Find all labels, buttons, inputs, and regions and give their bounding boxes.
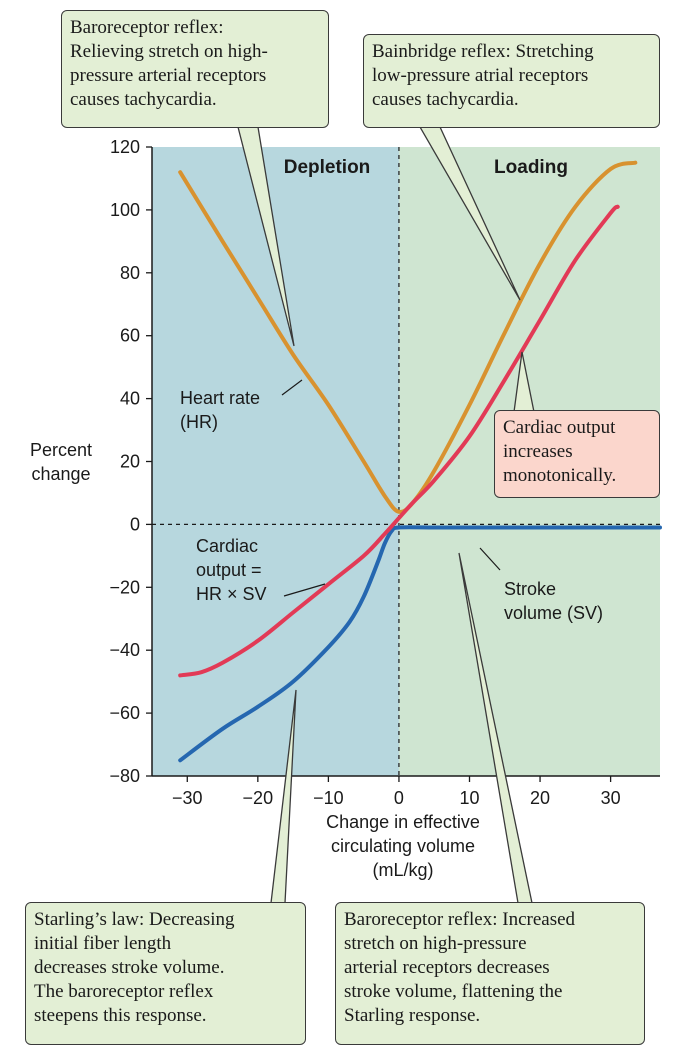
x-tick-label: −10 — [313, 788, 344, 808]
y-tick-label: 120 — [110, 137, 140, 157]
y-tick-label: −80 — [109, 766, 140, 786]
y-tick-label: 100 — [110, 200, 140, 220]
x-tick-label: 0 — [394, 788, 404, 808]
series-label-cardiac-output: Cardiac output = HR × SV — [196, 536, 267, 604]
axis-labels: Percent change Change in effective circulat… — [30, 379, 603, 880]
y-tick-label: −20 — [109, 577, 140, 597]
y-tick-label: 20 — [120, 452, 140, 472]
x-tick-label: 20 — [530, 788, 550, 808]
series-label-stroke-volume: Stroke volume (SV) — [504, 579, 603, 623]
axes: 120 100 80 60 40 20 0 −20 −40 −60 −80 −30 −20 −10 0 10 2… — [109, 137, 660, 808]
co-label-pointer — [283, 583, 326, 597]
annotation-starling: Starling’s law: Decreasing initial fiber… — [25, 902, 306, 1045]
y-tick-label: 40 — [120, 389, 140, 409]
x-tick-label: 10 — [459, 788, 479, 808]
y-tick-label: 80 — [120, 263, 140, 283]
series-line-sv — [178, 525, 662, 763]
series-lines — [178, 160, 662, 763]
y-tick-label: −40 — [109, 640, 140, 660]
series-label-heart-rate: Heart rate (HR) — [180, 388, 260, 432]
region-label-depletion: Depletion — [284, 157, 371, 178]
region-label-loading: Loading — [494, 157, 568, 178]
annotation-baro-bottom: Baroreceptor reflex: Increased stretch o… — [335, 902, 645, 1045]
x-tick-label: 30 — [601, 788, 621, 808]
hr-label-pointer — [281, 379, 303, 396]
x-axis-title: Change in effective circulating volume (mL… — [326, 812, 480, 880]
series-line-co — [178, 204, 620, 678]
leader-lines — [237, 126, 535, 904]
sv-label-pointer — [479, 547, 501, 571]
y-tick-label: 60 — [120, 326, 140, 346]
annotation-bainbridge: Bainbridge reflex: Stretching low-pressu… — [363, 34, 660, 128]
y-tick-label: −60 — [109, 703, 140, 723]
y-tick-label: 0 — [130, 514, 140, 534]
y-axis-title: Percent change — [30, 440, 92, 484]
annotation-co-inc: Cardiac output increases monotonically. — [494, 410, 660, 498]
annotation-baro-top: Baroreceptor reflex: Relieving stretch o… — [61, 10, 329, 128]
x-tick-label: −20 — [243, 788, 274, 808]
x-tick-label: −30 — [172, 788, 203, 808]
